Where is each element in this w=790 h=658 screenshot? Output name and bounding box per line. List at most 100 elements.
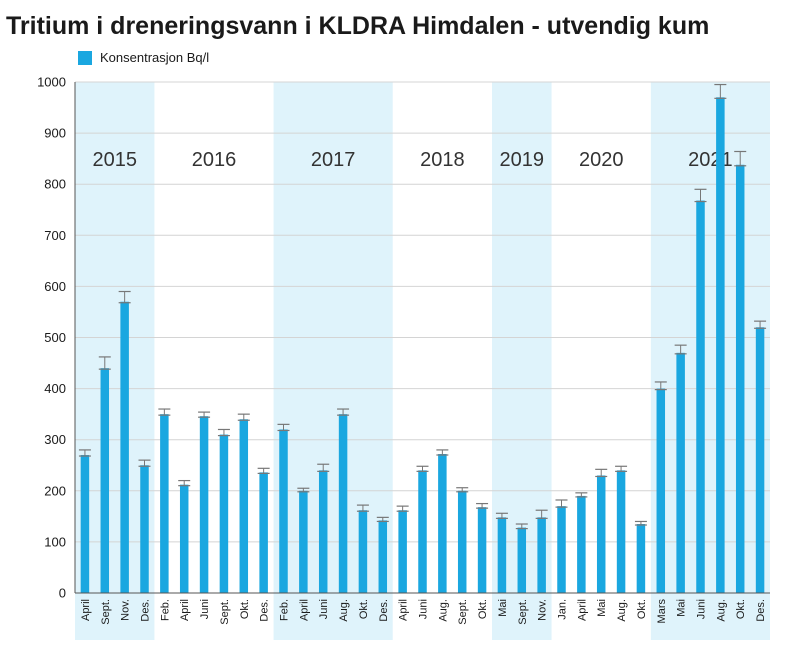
bar-7 [219,434,229,593]
x-tick-label-9: Des. [259,599,271,622]
y-tick-label-300: 300 [44,432,66,447]
bar-32 [716,97,725,593]
x-tick-label-20: Okt. [477,599,489,619]
grid-lines [75,81,770,543]
chart-title: Tritium i dreneringsvann i KLDRA Himdale… [6,12,710,40]
bar-31 [696,200,705,593]
legend: Konsentrasjon Bq/l [78,50,209,65]
x-axis: April Sept. Nov. Des. Feb. April Juni Sept. Okt.… [75,592,770,625]
x-tick-label-10: Feb. [279,599,291,621]
bar-19 [457,490,467,593]
bar-0 [80,455,90,593]
x-tick-label-23: Nov. [537,599,549,621]
x-tick-label-3: Des. [140,599,152,622]
bar-3 [140,465,149,593]
x-tick-label-17: Juni [418,599,430,619]
x-tick-label-11: April [298,599,310,621]
bar-29 [656,388,666,593]
x-tick-label-32: Aug. [715,599,727,622]
legend-label: Konsentrasjon Bq/l [100,50,210,65]
bar-18 [438,454,447,593]
bar-11 [299,490,308,593]
bar-34 [755,327,765,593]
y-tick-label-800: 800 [44,177,66,192]
bar-17 [418,470,427,593]
x-tick-label-25: April [576,599,588,621]
bar-2 [120,301,129,593]
year-label-2019: 2019 [500,149,545,171]
bar-25 [577,495,586,593]
x-tick-label-29: Mars [656,599,668,624]
x-tick-label-22: Sept. [517,599,529,625]
bar-6 [199,416,209,593]
x-tick-label-21: Mai [497,599,509,617]
bar-27 [616,470,626,593]
year-label-2021: 2021 [688,149,733,171]
year-label-2016: 2016 [192,149,237,171]
x-tick-label-0: April [80,599,92,621]
bar-20 [477,507,487,593]
bar-15 [378,520,388,593]
x-tick-label-15: Des. [378,599,390,622]
bar-28 [636,524,646,593]
bar-23 [537,517,546,593]
bar-33 [735,164,745,594]
y-axis: 0 100 200 300 400 500 600 700 800 900 1000 [37,75,76,601]
bar-16 [398,510,407,593]
y-tick-label-600: 600 [44,279,66,294]
x-tick-label-28: Okt. [636,599,648,619]
bar-14 [358,510,368,593]
x-tick-label-24: Jan. [557,599,569,620]
bar-26 [596,475,606,593]
x-tick-label-31: Juni [696,599,708,619]
bars [80,97,765,594]
x-tick-label-18: Aug. [437,599,449,622]
y-tick-label-400: 400 [44,381,66,396]
bar-1 [100,368,110,593]
bar-4 [160,414,169,593]
y-tick-label-1000: 1000 [37,75,66,90]
x-tick-label-6: Juni [199,599,211,619]
year-labels: 2015 2016 2017 2018 2019 2020 2021 [92,149,732,171]
x-tick-label-12: Juni [318,599,330,619]
x-tick-label-26: Mai [596,599,608,617]
year-label-2020: 2020 [579,149,624,171]
year-band-2017 [273,82,393,640]
x-tick-label-14: Okt. [358,599,370,619]
bar-10 [279,429,288,593]
x-tick-label-7: Sept. [219,599,231,625]
bar-8 [239,419,249,593]
y-tick-label-500: 500 [44,330,66,345]
y-tick-label-100: 100 [44,534,66,549]
x-tick-label-27: Aug. [616,599,628,622]
bar-12 [318,470,328,593]
bar-22 [517,527,527,593]
x-tick-label-19: Sept. [457,599,469,625]
year-band-2021 [650,82,770,640]
bar-13 [338,414,348,593]
error-bars [78,83,767,530]
bar-21 [497,517,507,593]
year-bands [75,82,770,640]
bar-9 [259,472,268,593]
bar-5 [179,484,189,593]
year-label-2015: 2015 [92,149,137,171]
x-tick-label-2: Nov. [120,599,132,621]
x-tick-label-33: Okt. [735,599,747,619]
bar-24 [557,506,566,593]
y-tick-label-900: 900 [44,126,66,141]
x-tick-label-34: Des. [755,599,767,622]
x-tick-label-30: Mai [676,599,688,617]
year-label-2018: 2018 [420,149,465,171]
y-tick-label-0: 0 [59,586,66,601]
bar-30 [676,352,685,593]
y-tick-label-200: 200 [44,483,66,498]
x-tick-label-1: Sept. [100,599,112,625]
x-tick-label-8: Okt. [239,599,251,619]
year-label-2017: 2017 [311,149,356,171]
legend-swatch [78,50,92,65]
y-tick-label-700: 700 [44,228,66,243]
x-tick-label-13: Aug. [338,599,350,622]
x-tick-label-4: Feb. [159,599,171,621]
